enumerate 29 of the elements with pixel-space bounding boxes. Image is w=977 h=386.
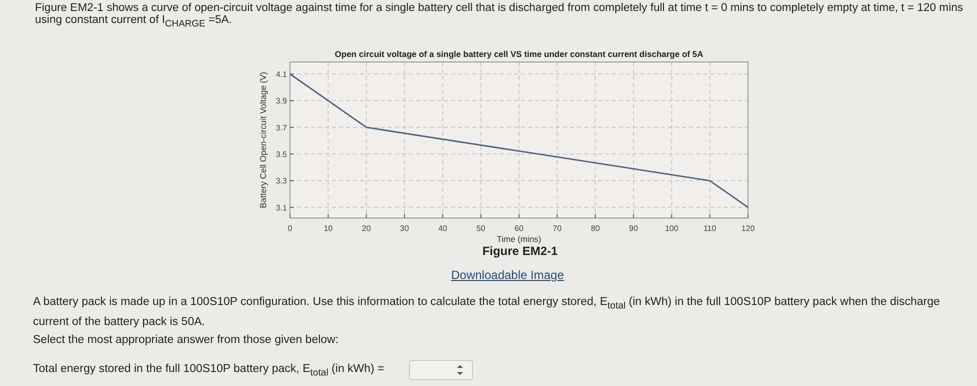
x-tick-label: 100 xyxy=(664,224,679,233)
chart-title: Open circuit voltage of a single battery cell VS time under constant current discharge of 5A xyxy=(334,49,704,59)
x-tick-label: 80 xyxy=(590,224,600,233)
line-series xyxy=(289,73,749,208)
x-tick-label: 40 xyxy=(438,224,448,233)
text: A battery pack is made up in a 100S10P configuration. Use this information to calculate the total energy stored, E$_{total}$ (in kWh) in the full 100S10P battery pack when the discharge current of the battery pack is 50A. xyxy=(33,296,940,328)
y-tick-label: 3.1 xyxy=(276,203,288,212)
text: Figure EM2-1 xyxy=(481,244,559,258)
y-tick-label: 3.7 xyxy=(276,123,288,132)
x-tick-label: 0 xyxy=(288,224,293,233)
x-tick-label: 90 xyxy=(629,224,638,233)
x-tick-label: 20 xyxy=(362,224,372,233)
x-tick-label: 70 xyxy=(552,224,562,233)
x-axis-title: Time (mins) xyxy=(496,234,542,244)
x-tick-label: 110 xyxy=(703,224,717,233)
text: Downloadable Image xyxy=(450,268,565,282)
x-tick-label: 60 xyxy=(514,224,524,233)
text: Total energy stored in the full 100S10P battery pack, E$_{total}$ (in kWh) = xyxy=(33,363,384,378)
y-tick-label: 3.5 xyxy=(276,150,288,159)
y-tick-label: 3.9 xyxy=(276,96,288,106)
x-tick-label: 30 xyxy=(400,224,410,233)
x-tick-label: 10 xyxy=(324,224,334,233)
y-tick-label: 3.3 xyxy=(276,176,288,186)
y-axis-title: Battery Cell Open-circuit Voltage (V) xyxy=(258,72,268,208)
text: Select the most appropriate answer from those given below: xyxy=(33,334,339,346)
y-tick-label: 4.1 xyxy=(276,70,288,79)
x-tick-label: 50 xyxy=(476,224,486,233)
x-tick-label: 120 xyxy=(741,224,756,233)
text: Figure EM2-1 shows a curve of open-circuit voltage against time for a single battery cell that is discharged from completely full at time t = 0 mins to completely empty at time, t = 120 mins using constant current of I$_{CHARGE}$ =5A. xyxy=(35,2,964,30)
